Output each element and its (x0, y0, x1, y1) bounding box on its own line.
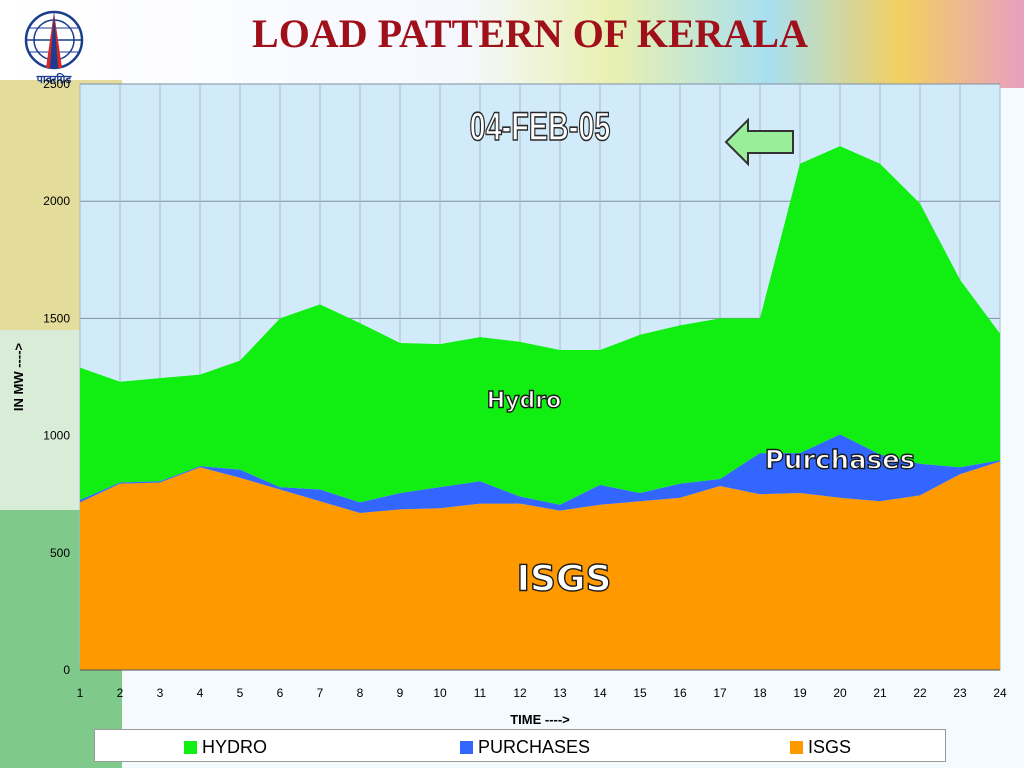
annotation-hydro: Hydro (487, 388, 561, 413)
x-tick-label: 3 (157, 686, 164, 700)
x-axis-label: TIME ----> (510, 712, 570, 727)
x-tick-label: 14 (593, 686, 607, 700)
legend-item-hydro: HYDRO (184, 737, 267, 757)
page-title: LOAD PATTERN OF KERALA (252, 11, 808, 56)
legend-item-purchases: PURCHASES (460, 737, 590, 757)
x-tick-label: 5 (237, 686, 244, 700)
annotation-isgs: ISGS (517, 558, 612, 599)
annotation-purchases: Purchases (765, 445, 915, 475)
x-tick-label: 2 (117, 686, 124, 700)
x-tick-label: 11 (474, 686, 487, 700)
x-tick-label: 17 (713, 686, 727, 700)
y-tick-label: 2000 (43, 194, 70, 208)
x-tick-label: 24 (993, 686, 1007, 700)
x-tick-label: 9 (397, 686, 404, 700)
x-tick-label: 10 (433, 686, 447, 700)
legend: HYDRO PURCHASES ISGS (94, 729, 946, 762)
x-tick-label: 21 (873, 686, 887, 700)
x-tick-label: 13 (553, 686, 567, 700)
x-tick-label: 22 (913, 686, 927, 700)
x-tick-label: 7 (317, 686, 324, 700)
legend-label-hydro: HYDRO (202, 736, 268, 757)
area-annotations: Hydro Purchases ISGS (486, 388, 916, 600)
x-tick-label: 23 (953, 686, 967, 700)
y-axis-label: IN MW ----> (11, 342, 26, 411)
area-hydro (80, 146, 1000, 505)
x-tick-label: 4 (197, 686, 204, 700)
x-tick-label: 15 (633, 686, 647, 700)
x-tick-label: 12 (513, 686, 527, 700)
legend-swatch-hydro (184, 740, 197, 754)
x-tick-label: 19 (793, 686, 807, 700)
x-tick-label: 16 (673, 686, 687, 700)
y-tick-label: 0 (63, 663, 70, 677)
legend-label-purchases: PURCHASES (478, 736, 591, 757)
powergrid-logo (24, 10, 84, 70)
area-isgs (80, 461, 1000, 670)
x-axis-ticks: 1 2 3 4 5 6 7 8 9 10 11 12 13 14 15 16 17 18 19 20 21 22 23 24 (77, 686, 1007, 700)
legend-label-isgs: ISGS (808, 736, 852, 757)
x-tick-label: 20 (833, 686, 847, 700)
x-tick-label: 18 (753, 686, 767, 700)
y-axis-ticks: 0 500 1000 1500 2000 2500 (43, 77, 70, 677)
x-tick-label: 8 (357, 686, 364, 700)
area-purchases (80, 434, 1000, 513)
legend-item-isgs: ISGS (790, 737, 851, 757)
left-arrow-icon (724, 117, 794, 167)
y-tick-label: 2500 (43, 77, 70, 91)
y-tick-label: 1500 (43, 311, 70, 325)
legend-swatch-purchases (460, 740, 473, 754)
x-tick-label: 1 (77, 686, 84, 700)
date-label: 04-FEB-05 (470, 104, 611, 149)
y-tick-label: 1000 (43, 429, 70, 443)
legend-swatch-isgs (790, 740, 803, 754)
logo-text: पावरग्रिड (36, 73, 72, 86)
x-tick-label: 6 (277, 686, 284, 700)
y-tick-label: 500 (50, 546, 70, 560)
stacked-areas (80, 146, 1000, 671)
